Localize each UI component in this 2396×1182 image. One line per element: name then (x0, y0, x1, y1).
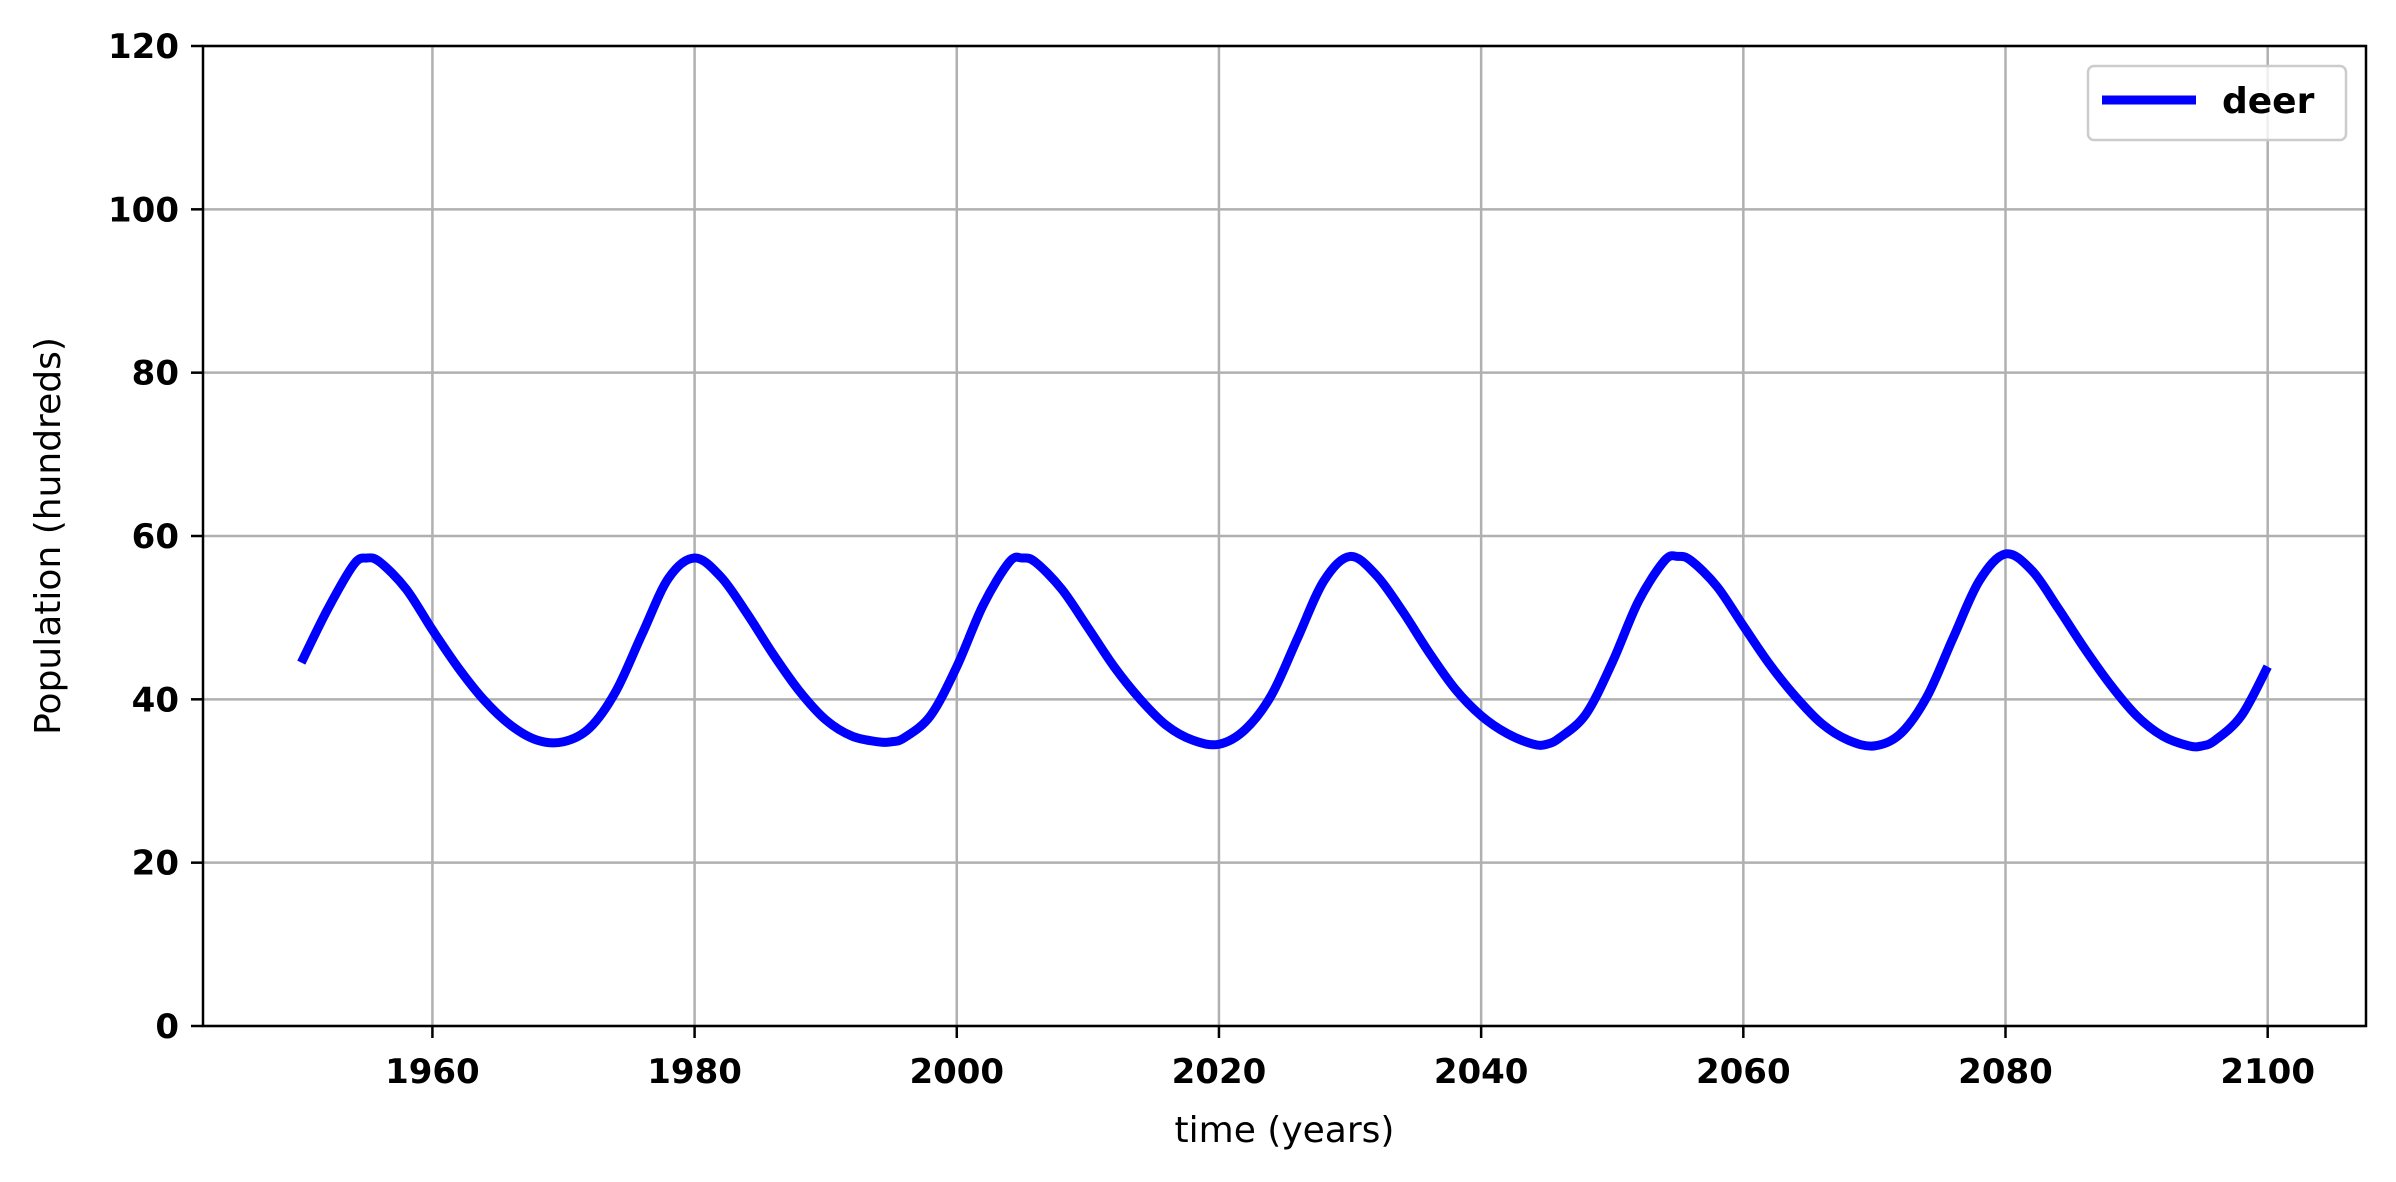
axis-ticks: 1960 1980 2000 2020 2040 2060 2080 210002040608… (108, 27, 2315, 1092)
y-tick-label-40: 40 (132, 680, 179, 720)
y-tick-label-80: 80 (132, 354, 179, 394)
x-tick-label-2040: 2040 (1434, 1052, 1529, 1092)
y-axis-label: Population (hundreds) (28, 337, 69, 735)
x-axis-label: time (years) (1175, 1110, 1395, 1151)
x-tick-label-2020: 2020 (1172, 1052, 1267, 1092)
y-tick-label-120: 120 (108, 27, 179, 67)
series-layer (297, 549, 2272, 752)
x-tick-label-2060: 2060 (1696, 1052, 1791, 1092)
y-tick-label-0: 0 (155, 1007, 179, 1047)
x-tick-label-2080: 2080 (1958, 1052, 2053, 1092)
y-tick-label-60: 60 (132, 517, 179, 557)
series-line-deer (297, 549, 2272, 752)
y-tick-label-20: 20 (132, 844, 179, 884)
legend: deer (2086, 64, 2348, 142)
x-tick-label-1980: 1980 (647, 1052, 742, 1092)
y-tick-label-100: 100 (108, 190, 179, 230)
x-tick-label-1960: 1960 (385, 1052, 480, 1092)
legend-label-deer: deer (2222, 81, 2315, 122)
x-tick-label-2100: 2100 (2220, 1052, 2315, 1092)
legend-frame (2086, 64, 2348, 142)
grid-lines (203, 44, 2366, 1028)
x-tick-label-2000: 2000 (909, 1052, 1004, 1092)
